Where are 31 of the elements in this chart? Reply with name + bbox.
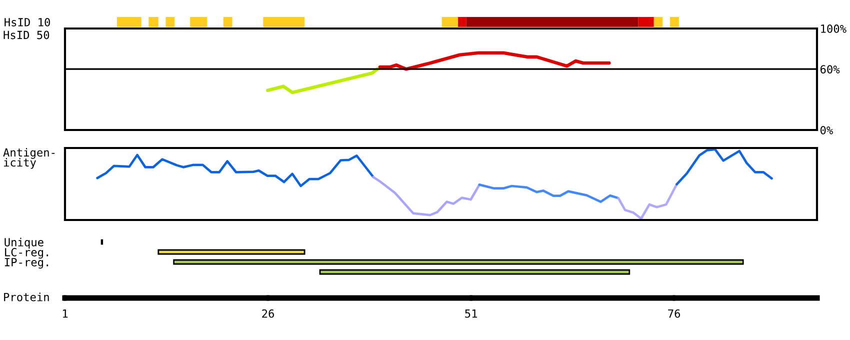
y-tick-label: LC-reg.: [5, 248, 48, 259]
bar: [466, 17, 638, 27]
x-tick-label: 51: [465, 310, 477, 318]
bar: [158, 249, 306, 255]
bar: [166, 17, 175, 27]
y-axis-title: Antigen- icity: [3, 148, 55, 169]
line-series: [378, 51, 611, 71]
bar: [442, 17, 458, 27]
x-axis-title: Protein: [4, 292, 49, 302]
y-tick-label: IP-reg.: [4, 258, 48, 269]
bar: [319, 269, 630, 275]
bar: [173, 259, 744, 265]
bar: [148, 17, 158, 27]
x-tick-label: 76: [668, 309, 680, 318]
y-tick-label: 100%: [821, 24, 846, 33]
bar: [223, 17, 232, 27]
bar: [458, 17, 466, 27]
bar: [654, 17, 663, 27]
y-tick-label: Unique: [4, 238, 44, 249]
bar: [638, 17, 655, 27]
y-tick-label: HsID 10: [4, 18, 50, 26]
bar: [670, 17, 679, 27]
y-axis-title: HsID 50: [4, 30, 50, 40]
bar: [116, 17, 142, 27]
bar: [263, 17, 305, 27]
line-series: [266, 65, 382, 94]
x-tick-label: 26: [262, 309, 274, 318]
y-tick-label: 0%: [820, 126, 833, 134]
x-tick-label: 1: [62, 310, 68, 318]
bar: [190, 17, 208, 27]
y-tick-label: 60%: [820, 65, 840, 74]
